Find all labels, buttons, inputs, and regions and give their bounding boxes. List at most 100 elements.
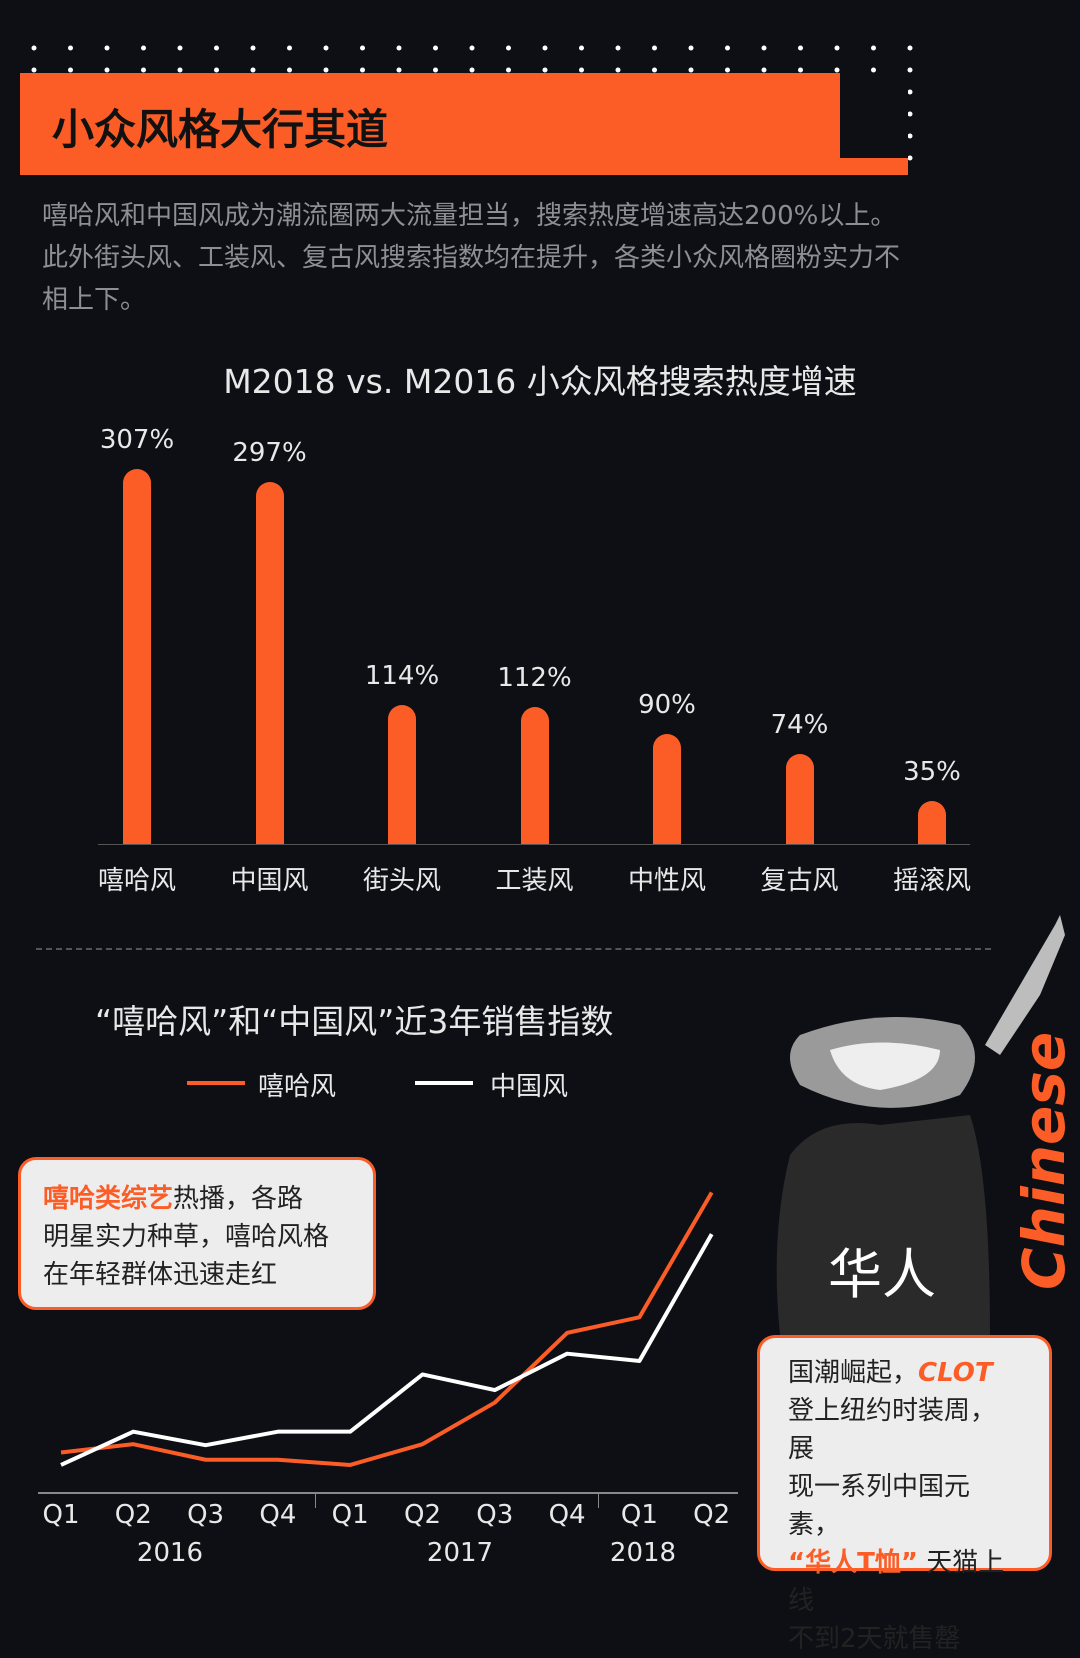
callout-hiphop: 嘻哈类综艺热播，各路 明星实力种草，嘻哈风格 在年轻群体迅速走红 (18, 1157, 376, 1310)
dot (323, 45, 329, 51)
dot (907, 111, 913, 117)
legend-label: 中国风 (490, 1072, 569, 1102)
dot (725, 45, 730, 51)
bar (388, 704, 416, 844)
category-label: 摇滚风 (892, 866, 971, 896)
dot (433, 67, 438, 73)
bar-value-label: 112% (497, 663, 572, 694)
x-tick-label: Q4 (548, 1500, 586, 1530)
dot (177, 67, 183, 73)
dot (652, 67, 657, 73)
dot (396, 45, 402, 51)
dot (834, 67, 840, 73)
dot (761, 45, 767, 51)
bar (255, 481, 284, 844)
callout-text: 登上纽约时装周，展 (788, 1396, 997, 1464)
dot (871, 67, 876, 73)
dot (141, 67, 146, 73)
year-separator (598, 1494, 599, 1508)
dot (68, 45, 73, 51)
x-tick-label: Q3 (187, 1500, 225, 1530)
callout-highlight: CLOT (918, 1358, 993, 1388)
x-tick-label: Q1 (331, 1500, 369, 1530)
bar (520, 707, 549, 844)
dot (323, 67, 329, 73)
dot (250, 45, 256, 51)
category-label: 工装风 (495, 866, 574, 896)
bar-chart-axis (98, 844, 970, 845)
series-line-1 (60, 1233, 714, 1467)
dot (68, 67, 73, 73)
dot (360, 45, 365, 51)
dot (104, 45, 110, 51)
dot (250, 67, 256, 73)
title-banner (20, 73, 908, 175)
dot (360, 67, 365, 73)
bar-value-label: 307% (99, 425, 175, 456)
category-label: 嘻哈风 (97, 866, 176, 896)
dot (287, 45, 292, 51)
dot (688, 67, 694, 73)
bar (123, 469, 151, 844)
x-tick-label: Q4 (259, 1500, 297, 1530)
x-tick-label: Q1 (42, 1500, 80, 1530)
dot (542, 45, 548, 51)
illustration-figure (776, 915, 1065, 1335)
dot (834, 45, 840, 51)
year-separator (315, 1494, 316, 1508)
dot (396, 67, 402, 73)
dot (469, 45, 475, 51)
year-label: 2018 (609, 1538, 677, 1568)
page-title: 小众风格大行其道 (52, 105, 389, 154)
shirt-text: 华人 (828, 1243, 936, 1306)
dot (615, 45, 621, 51)
x-tick-label: Q2 (403, 1500, 441, 1530)
category-label: 中性风 (627, 866, 706, 896)
dot (907, 67, 913, 73)
dot (177, 45, 183, 51)
dot (907, 155, 913, 161)
intro-line: 嘻哈风和中国风成为潮流圈两大流量担当，搜索热度增速高达200%以上。 (42, 201, 897, 231)
callout-text: 热播，各路 (173, 1184, 304, 1214)
bar-value-label: 90% (638, 690, 696, 721)
dot (433, 45, 438, 51)
dot (542, 67, 548, 73)
x-tick-label: Q3 (476, 1500, 514, 1530)
dot (871, 45, 876, 51)
callout-text: 在年轻群体迅速走红 (43, 1260, 278, 1290)
dot (104, 67, 110, 73)
dot (31, 67, 37, 73)
dot (907, 89, 913, 95)
dot (287, 67, 292, 73)
bar-value-label: 35% (903, 757, 961, 788)
dot (907, 133, 913, 139)
callout-highlight: “华人T恤” (788, 1548, 918, 1578)
dot (579, 45, 584, 51)
category-label: 中国风 (230, 866, 309, 896)
bar-value-label: 297% (232, 437, 307, 468)
dot (31, 45, 37, 51)
line-chart-axis (38, 1492, 738, 1494)
callout-clot: 国潮崛起，CLOT 登上纽约时装周，展 现一系列中国元素， “华人T恤” 天猫上… (757, 1335, 1052, 1654)
intro-line: 此外街头风、工装风、复古风搜索指数均在提升，各类小众风格圈粉实力不 (42, 243, 901, 273)
bar-value-label: 74% (770, 709, 829, 740)
dot (615, 67, 621, 73)
x-tick-label: Q1 (620, 1500, 658, 1530)
callout-text: 现一系列中国元素， (788, 1472, 971, 1540)
year-label: 2017 (426, 1538, 494, 1568)
callout-text: 明星实力种草，嘻哈风格 (43, 1222, 330, 1252)
bar-value-label: 114% (364, 660, 440, 691)
bar (653, 734, 681, 844)
legend-swatch-hiphop (187, 1081, 245, 1085)
callout-text: 天猫上线 (788, 1548, 1005, 1616)
dot (798, 67, 803, 73)
dot (761, 67, 767, 73)
dot (579, 67, 584, 73)
dot (214, 67, 219, 73)
dot (214, 45, 219, 51)
line-chart-title: “嘻哈风”和“中国风”近3年销售指数 (95, 1002, 614, 1041)
dot (688, 45, 694, 51)
dot (907, 45, 913, 51)
dot-pattern (31, 45, 913, 161)
